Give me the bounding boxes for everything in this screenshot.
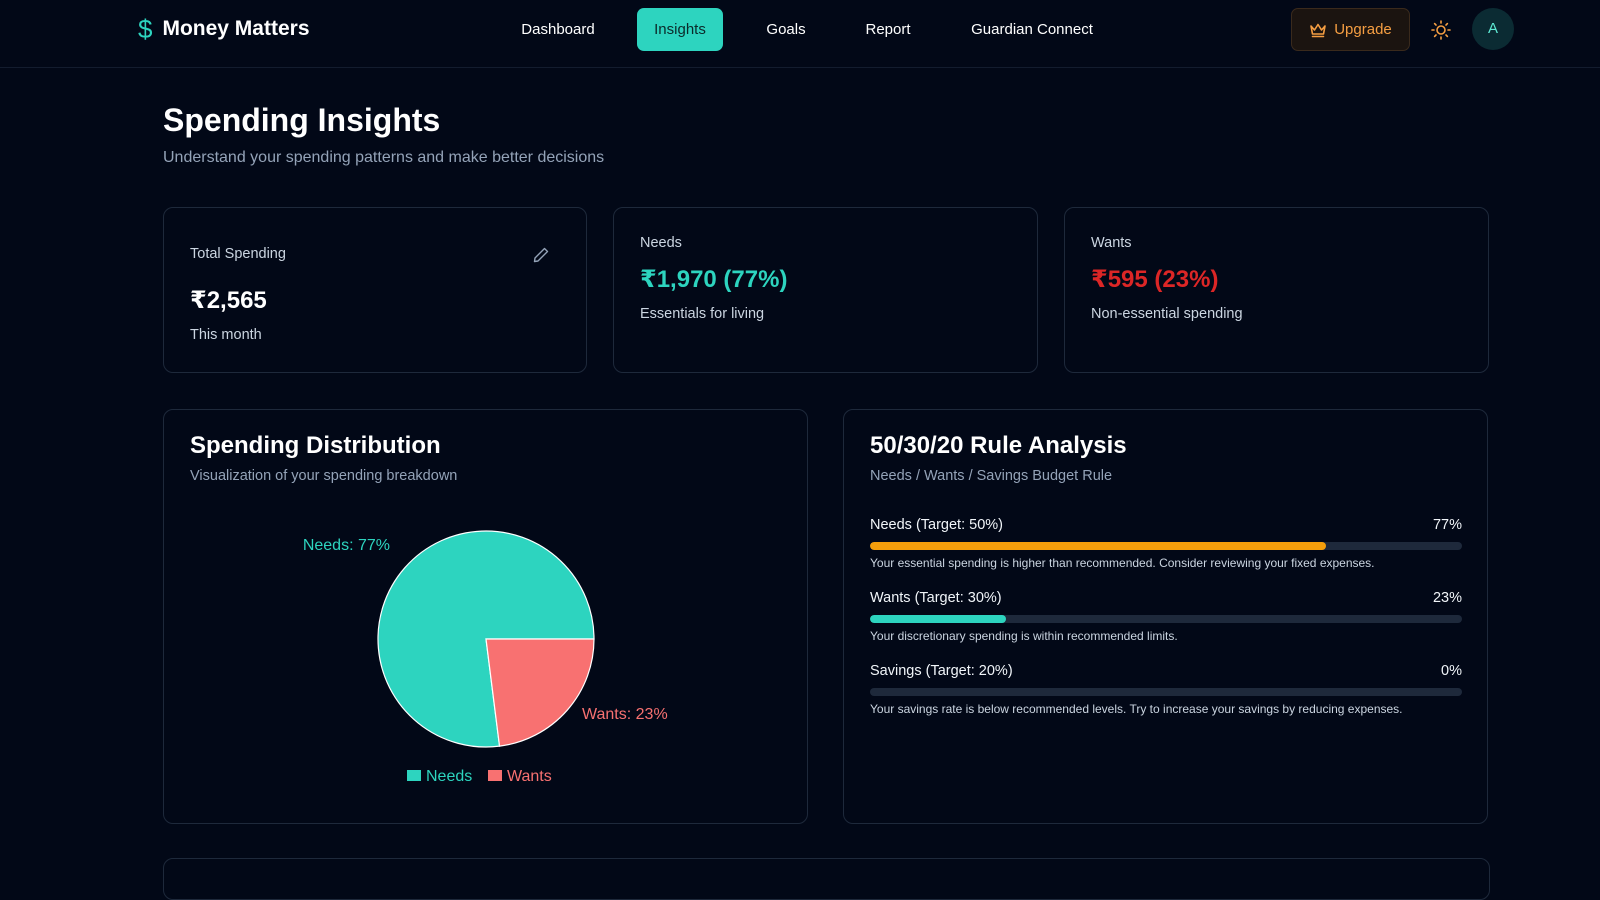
- next-section-card: [163, 858, 1490, 900]
- pie-chart: Needs: 77% Wants: 23% Needs Wants: [303, 530, 668, 785]
- top-navbar: $ Money Matters Dashboard Insights Goals…: [0, 0, 1600, 68]
- legend-label-needs: Needs: [426, 768, 472, 785]
- rule-label-wants: Wants (Target: 30%): [870, 590, 1002, 606]
- legend-label-wants: Wants: [507, 768, 552, 785]
- total-spending-label: Total Spending: [190, 246, 286, 262]
- upgrade-label: Upgrade: [1334, 21, 1392, 38]
- needs-note: Essentials for living: [640, 306, 765, 322]
- progress-fill-needs: [870, 542, 1326, 550]
- distribution-subtitle: Visualization of your spending breakdown: [190, 468, 458, 484]
- page-subtitle: Understand your spending patterns and ma…: [163, 149, 605, 166]
- rule-note-needs: Your essential spending is higher than r…: [870, 556, 1375, 570]
- nav-tab-guardian-connect[interactable]: Guardian Connect: [971, 21, 1093, 38]
- rule-row-needs: Needs (Target: 50%) 77% Your essential s…: [870, 515, 1462, 570]
- page-title: Spending Insights: [163, 102, 441, 138]
- nav-tab-report[interactable]: Report: [865, 21, 911, 38]
- progress-track-savings: [870, 688, 1462, 696]
- needs-card: Needs ₹1,970 (77%) Essentials for living: [613, 207, 1038, 373]
- brand-name: Money Matters: [162, 17, 310, 40]
- rule-row-wants: Wants (Target: 30%) 23% Your discretiona…: [870, 588, 1462, 643]
- legend-swatch-wants: [488, 770, 502, 781]
- wants-card: Wants ₹595 (23%) Non-essential spending: [1064, 207, 1489, 373]
- rule-note-wants: Your discretionary spending is within re…: [870, 629, 1178, 643]
- dollar-icon: $: [138, 14, 153, 44]
- total-spending-card: Total Spending ₹2,565 This month: [163, 207, 587, 373]
- rule-percent-wants: 23%: [1432, 590, 1462, 606]
- brand[interactable]: $ Money Matters: [138, 14, 310, 44]
- rule-title: 50/30/20 Rule Analysis: [870, 432, 1127, 459]
- rule-label-needs: Needs (Target: 50%): [870, 517, 1003, 533]
- pie-legend: Needs Wants: [407, 768, 552, 785]
- rule-percent-savings: 0%: [1441, 663, 1462, 679]
- wants-label: Wants: [1091, 235, 1132, 251]
- progress-track-wants: [870, 615, 1462, 623]
- avatar[interactable]: A: [1472, 8, 1514, 50]
- rule-row-savings: Savings (Target: 20%) 0% Your savings ra…: [870, 661, 1462, 716]
- pencil-icon[interactable]: [532, 246, 550, 264]
- wants-value: ₹595 (23%): [1091, 266, 1219, 293]
- distribution-title: Spending Distribution: [190, 432, 441, 459]
- total-spending-note: This month: [190, 327, 262, 343]
- progress-track-needs: [870, 542, 1462, 550]
- rule-percent-needs: 77%: [1432, 517, 1462, 533]
- sun-icon[interactable]: [1430, 19, 1452, 41]
- rule-subtitle: Needs / Wants / Savings Budget Rule: [870, 468, 1113, 484]
- progress-fill-wants: [870, 615, 1007, 623]
- rule-label-savings: Savings (Target: 20%): [870, 663, 1013, 679]
- crown-icon: [1310, 23, 1327, 37]
- wants-note: Non-essential spending: [1091, 306, 1243, 322]
- spending-distribution-card: Spending Distribution Visualization of y…: [163, 409, 808, 824]
- pie-label-wants: Wants: 23%: [582, 706, 668, 723]
- pie-label-needs: Needs: 77%: [303, 537, 390, 554]
- rule-analysis-card: 50/30/20 Rule Analysis Needs / Wants / S…: [843, 409, 1488, 824]
- nav-tab-dashboard[interactable]: Dashboard: [521, 21, 595, 38]
- needs-value: ₹1,970 (77%): [640, 266, 788, 293]
- legend-swatch-needs: [407, 770, 421, 781]
- needs-label: Needs: [640, 235, 682, 251]
- upgrade-button[interactable]: Upgrade: [1291, 8, 1410, 51]
- rule-note-savings: Your savings rate is below recommended l…: [870, 702, 1403, 716]
- nav-tab-goals[interactable]: Goals: [766, 21, 806, 38]
- total-spending-value: ₹2,565: [190, 287, 267, 314]
- pie-slice-wants: [485, 638, 595, 747]
- nav-tab-insights[interactable]: Insights: [637, 8, 723, 51]
